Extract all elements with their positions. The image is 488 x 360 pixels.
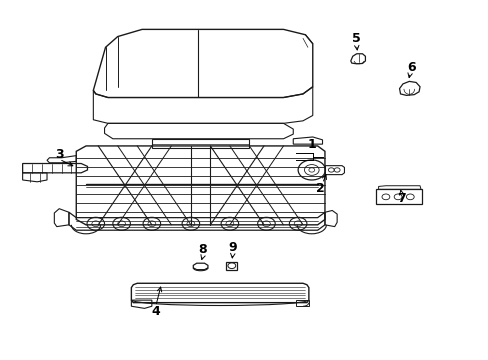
Text: 3: 3 xyxy=(55,148,63,161)
Text: 7: 7 xyxy=(396,192,405,205)
Text: 1: 1 xyxy=(307,138,316,151)
Text: 5: 5 xyxy=(351,32,360,45)
Text: 2: 2 xyxy=(315,183,324,195)
Text: 8: 8 xyxy=(198,243,207,256)
Text: 4: 4 xyxy=(151,305,160,318)
Text: 9: 9 xyxy=(228,241,237,254)
Bar xyxy=(226,262,237,270)
Text: 6: 6 xyxy=(406,60,415,73)
Bar xyxy=(375,189,422,204)
